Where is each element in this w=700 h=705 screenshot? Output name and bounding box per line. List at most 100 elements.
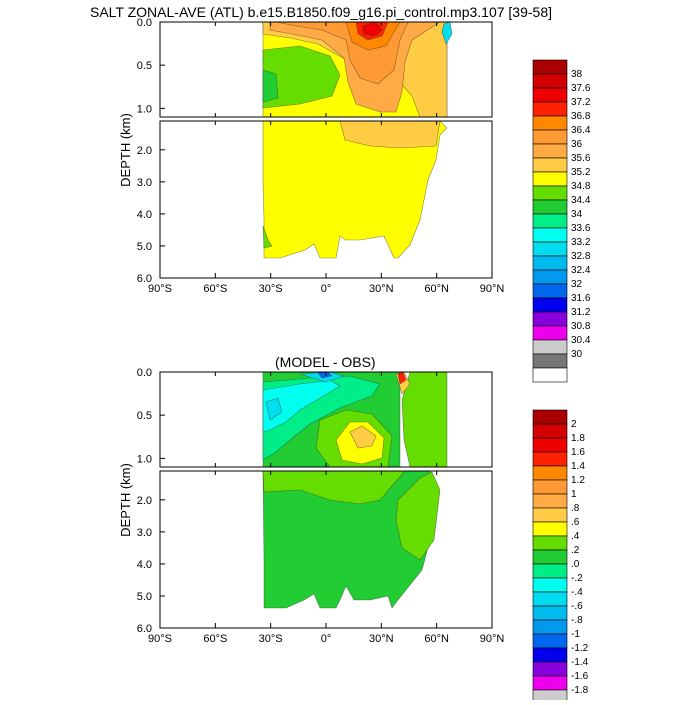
colorbar-swatch <box>532 129 568 145</box>
y-tick-label: 1.0 <box>137 453 152 465</box>
colorbar-label: 1.8 <box>571 433 585 444</box>
colorbar-swatch <box>532 213 568 229</box>
contour-region <box>397 372 407 385</box>
panel-title: (MODEL - OBS) <box>275 354 376 370</box>
colorbar-label: 31.6 <box>571 293 591 304</box>
colorbar-label: 33.2 <box>571 237 591 248</box>
y-tick-label: 3.0 <box>137 177 152 189</box>
contour-region <box>262 119 448 259</box>
colorbar-swatch <box>532 143 568 159</box>
colorbar-label: -.8 <box>571 615 583 626</box>
colorbar-label: 30.4 <box>571 335 591 346</box>
filled-contours <box>262 372 448 609</box>
contour-region <box>349 425 377 449</box>
colorbar-swatch <box>532 269 568 285</box>
x-tick-label: 60°S <box>203 283 227 295</box>
colorbar-swatch <box>532 577 568 593</box>
x-tick-label: 90°S <box>148 633 172 645</box>
colorbar-label: -.6 <box>571 601 583 612</box>
x-tick-label: 0° <box>321 283 332 295</box>
colorbar-label: -1.2 <box>571 643 589 654</box>
colorbar-label: .0 <box>571 559 580 570</box>
x-tick-label: 30°N <box>369 283 394 295</box>
colorbar-swatch <box>532 199 568 215</box>
colorbar-swatch <box>532 367 568 383</box>
y-tick-label: 0.5 <box>137 410 152 422</box>
colorbar-swatch <box>532 661 568 677</box>
panel-salinity: SALT ZONAL-AVE (ATL) b.e15.B1850.f09_g16… <box>90 4 591 383</box>
colorbar-label: 32.4 <box>571 265 591 276</box>
colorbar-label: 32 <box>571 279 583 290</box>
colorbar-swatch <box>532 227 568 243</box>
x-tick-label: 90°N <box>480 633 505 645</box>
colorbar-swatch <box>532 339 568 355</box>
colorbar-swatch <box>532 171 568 187</box>
colorbar-label: 35.6 <box>571 153 591 164</box>
colorbar-label: 31.2 <box>571 307 591 318</box>
colorbar-label: 36 <box>571 139 583 150</box>
colorbar-swatch <box>532 423 568 439</box>
colorbar-label: 33.6 <box>571 223 591 234</box>
contour-region <box>262 225 273 249</box>
colorbar-swatch <box>532 73 568 89</box>
colorbar-swatch <box>532 101 568 117</box>
colorbar-swatch <box>532 507 568 523</box>
contour-region <box>395 471 441 561</box>
x-tick-label: 60°S <box>203 633 227 645</box>
y-tick-label: 1.0 <box>137 103 152 115</box>
colorbar-swatch <box>532 353 568 369</box>
colorbar-swatch <box>532 311 568 327</box>
contour-region <box>262 45 341 109</box>
contour-region <box>262 379 341 433</box>
colorbar-label: 34 <box>571 209 583 220</box>
y-tick-label: 5.0 <box>137 241 152 253</box>
colorbar-swatch <box>532 241 568 257</box>
colorbar-label: -1.8 <box>571 685 589 696</box>
filled-contours <box>262 22 453 259</box>
colorbar-swatch <box>532 647 568 663</box>
colorbar-swatch <box>532 591 568 607</box>
panel-model-minus-obs: (MODEL - OBS) 90°S 60°S 30°S 0° 30°N 60°N 90°N 0… <box>118 354 589 705</box>
colorbar-label: 30 <box>571 349 583 360</box>
colorbar-label: 36.4 <box>571 125 591 136</box>
colorbar-swatch <box>532 437 568 453</box>
y-tick-label: 0.0 <box>137 17 152 29</box>
contour-region <box>401 372 448 468</box>
colorbar-label: -.4 <box>571 587 583 598</box>
colorbar: 38 37.6 37.2 36.8 36.4 36 35.6 35.2 34.8 34.4 34 33… <box>532 59 591 383</box>
colorbar-label: .4 <box>571 531 580 542</box>
x-tick-label: 90°S <box>148 283 172 295</box>
x-tick-label: 90°N <box>480 283 505 295</box>
colorbar-label: 1.6 <box>571 447 585 458</box>
colorbar-swatch <box>532 493 568 509</box>
colorbar-label: -1 <box>571 629 580 640</box>
colorbar-swatch <box>532 59 568 75</box>
colorbar-swatch <box>532 689 568 705</box>
colorbar-label: -1.4 <box>571 657 589 668</box>
x-tick-label: 0° <box>321 633 332 645</box>
y-tick-label: 6.0 <box>137 273 152 285</box>
y-tick-label: 0.5 <box>137 60 152 72</box>
contour-region <box>361 22 383 37</box>
colorbar-swatch <box>532 297 568 313</box>
colorbar-label: .6 <box>571 517 580 528</box>
x-tick-label: 60°N <box>424 633 449 645</box>
colorbar-swatch <box>532 549 568 565</box>
colorbar-swatch <box>532 619 568 635</box>
colorbar-label: .2 <box>571 545 580 556</box>
colorbar-swatch <box>532 283 568 299</box>
colorbar-swatch <box>532 535 568 551</box>
colorbar-label: -.2 <box>571 573 583 584</box>
colorbar-swatch <box>532 465 568 481</box>
colorbar-label: 32.8 <box>571 251 591 262</box>
colorbar-label: 1 <box>571 489 577 500</box>
colorbar-swatch <box>532 325 568 341</box>
y-axis-label: DEPTH (km) <box>118 113 133 187</box>
y-tick-label: 3.0 <box>137 527 152 539</box>
colorbar-label: 37.2 <box>571 97 591 108</box>
colorbar-swatch <box>532 563 568 579</box>
x-tick-label: 60°N <box>424 283 449 295</box>
contour-region <box>262 69 279 103</box>
